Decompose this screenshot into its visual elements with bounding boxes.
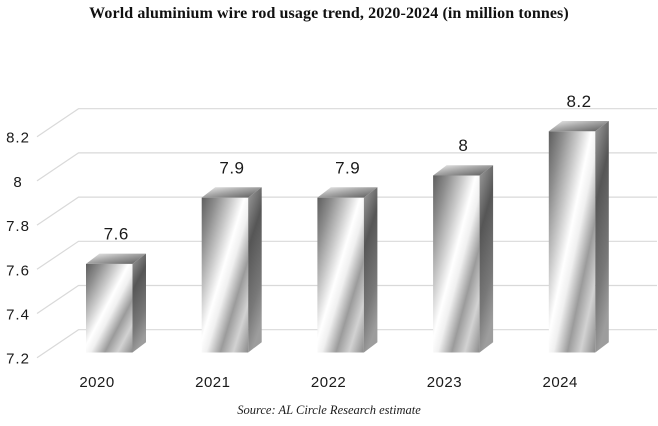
bar-front-face <box>86 263 133 353</box>
bar-2024 <box>548 121 609 353</box>
bar-front-face <box>201 197 249 353</box>
y-tick-label-8.2: 8.2 <box>6 130 30 147</box>
y-tick-label-7.4: 7.4 <box>6 307 30 324</box>
bar-side-face <box>595 121 609 353</box>
bar-side-face <box>248 187 262 353</box>
x-axis-label-2020: 2020 <box>79 374 114 391</box>
bar-side-face <box>363 187 378 353</box>
bar-2022 <box>317 187 378 353</box>
source-note: Source: AL Circle Research estimate <box>237 403 421 417</box>
data-label-2021: 7.9 <box>219 158 244 177</box>
bar-top-face <box>86 253 146 264</box>
bar-top-face <box>548 121 609 132</box>
x-axis-label-2022: 2022 <box>311 374 346 391</box>
chart-title: World aluminium wire rod usage trend, 20… <box>89 5 569 22</box>
gridline-8 <box>36 152 657 182</box>
bar-top-face <box>317 187 378 198</box>
y-tick-label-7.6: 7.6 <box>6 262 30 279</box>
y-tick-label-8: 8 <box>13 174 22 191</box>
bar-2021 <box>201 187 262 353</box>
bar-2023 <box>433 165 494 353</box>
data-label-2024: 8.2 <box>566 92 591 111</box>
data-label-2022: 7.9 <box>335 158 360 177</box>
x-axis-label-2023: 2023 <box>427 374 462 391</box>
gridline-8.2 <box>36 108 657 138</box>
x-axis-label-2021: 2021 <box>195 374 230 391</box>
data-label-2020: 7.6 <box>104 225 129 244</box>
bar-top-face <box>433 165 494 176</box>
bar-side-face <box>132 253 146 353</box>
y-tick-label-7.2: 7.2 <box>6 351 30 368</box>
bar-front-face <box>317 197 364 353</box>
bar-front-face <box>433 175 480 353</box>
bar-front-face <box>548 131 596 353</box>
bar-2020 <box>86 253 146 353</box>
bar-side-face <box>479 165 494 353</box>
data-label-2023: 8 <box>458 136 468 155</box>
x-axis-label-2024: 2024 <box>543 374 578 391</box>
bar-top-face <box>201 187 262 198</box>
y-tick-label-7.8: 7.8 <box>6 218 30 235</box>
